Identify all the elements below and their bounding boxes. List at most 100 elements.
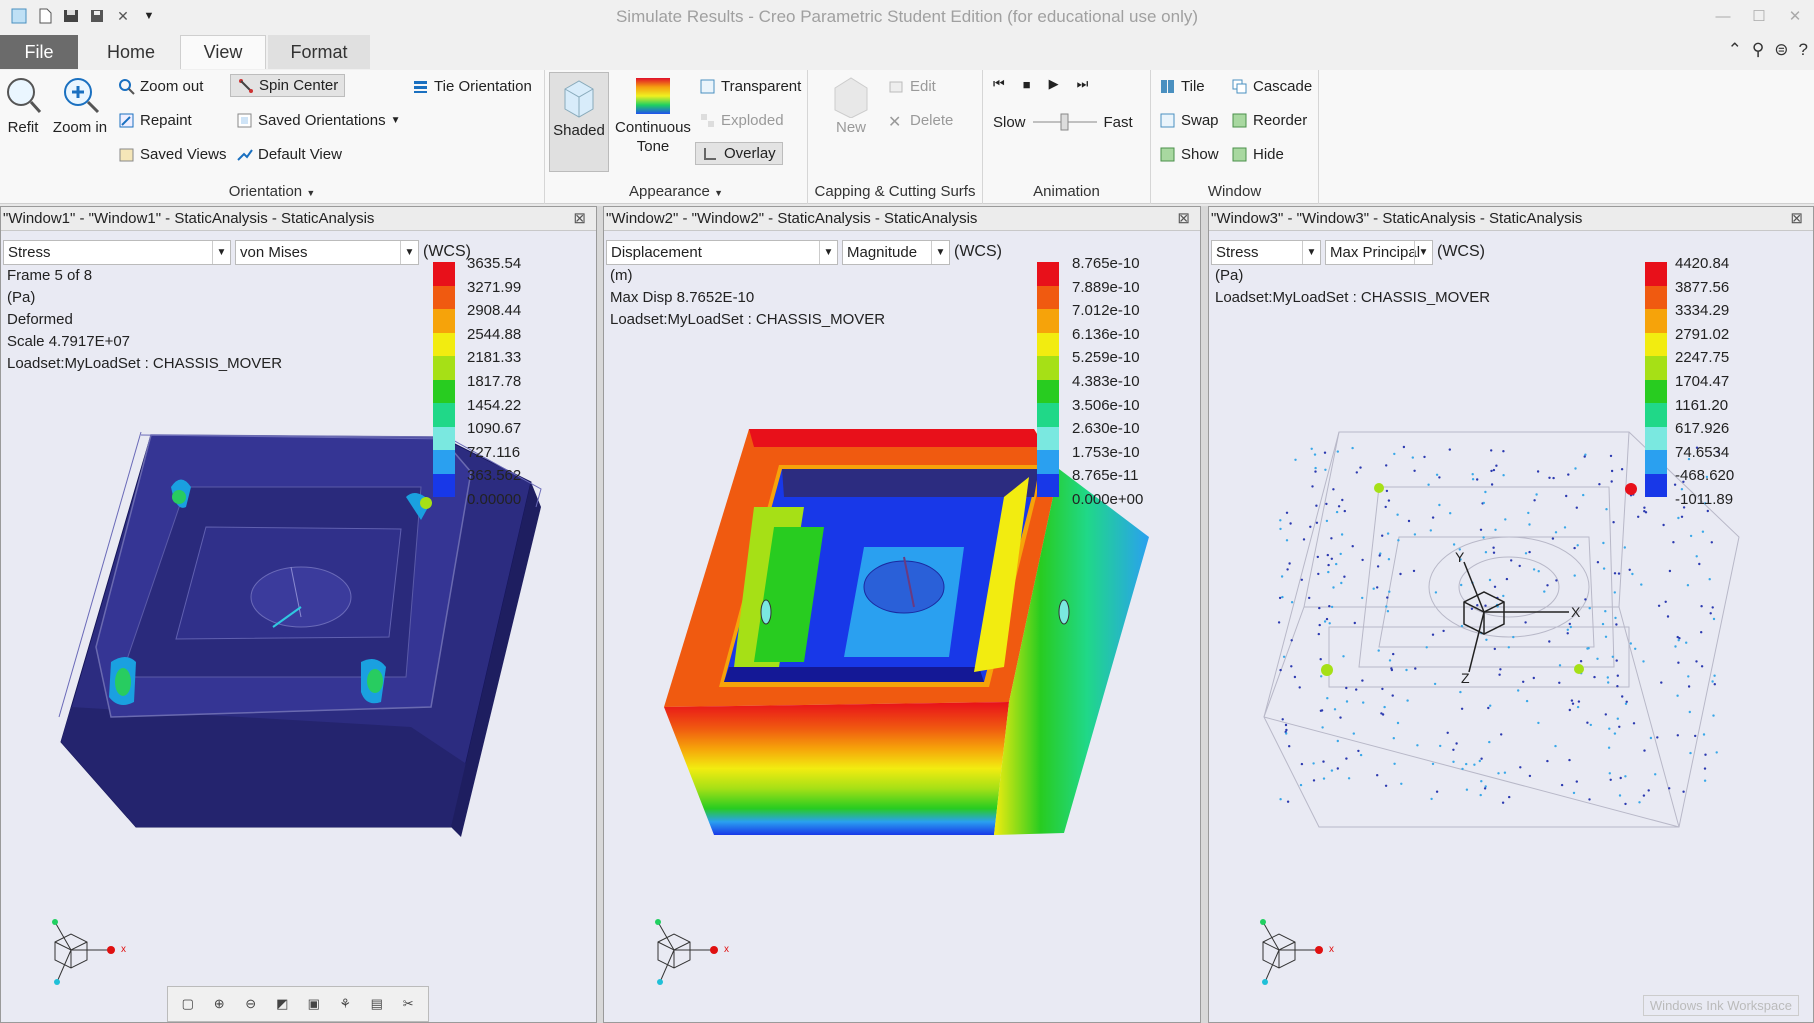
open-icon[interactable]	[60, 5, 82, 27]
saved-views-button[interactable]: Saved Views	[118, 146, 226, 163]
first-frame-icon[interactable]: ⏮	[993, 76, 1005, 91]
refit-button[interactable]: Refit	[4, 74, 42, 137]
window2-csys-triad: x	[655, 919, 729, 985]
window3-component-select[interactable]: Max Principal ▼	[1325, 240, 1433, 265]
delete-button[interactable]: ✕ Delete	[888, 112, 954, 131]
stress-dot	[1285, 511, 1289, 514]
spin-center-icon[interactable]: ✂	[402, 996, 414, 1011]
stress-dot	[1606, 676, 1609, 679]
legend-swatch	[433, 473, 455, 497]
spin-center-icon	[237, 77, 254, 94]
minimize-button[interactable]: —	[1715, 7, 1731, 25]
stress-dot	[1362, 701, 1365, 704]
saved-orientations-button[interactable]: Saved Orientations ▼	[236, 112, 400, 129]
refit-icon[interactable]: ▢	[181, 996, 194, 1011]
window1-component-select[interactable]: von Mises ▼	[235, 240, 419, 265]
result-window-2[interactable]: "Window2" - "Window2" - StaticAnalysis -…	[603, 206, 1201, 1023]
display-style-icon[interactable]: ▤	[370, 996, 383, 1011]
close-window-icon[interactable]: ✕	[117, 7, 129, 24]
tab-home[interactable]: Home	[106, 41, 155, 62]
stress-dot	[1713, 674, 1716, 677]
window2-quantity-select[interactable]: Displacement ▼	[606, 240, 838, 265]
appearance-group-label[interactable]: Appearance ▼	[629, 183, 723, 200]
stress-dot	[1438, 476, 1441, 479]
stress-dot	[1616, 674, 1619, 677]
spin-center-button[interactable]: Spin Center	[230, 74, 346, 97]
orientation-group-label[interactable]: Orientation ▼	[228, 183, 316, 200]
new-cap-icon	[834, 77, 868, 118]
zoom-out-icon[interactable]: ⊖	[245, 996, 257, 1011]
edit-button[interactable]: Edit	[888, 78, 936, 95]
search-icon[interactable]: ⚲	[1751, 40, 1765, 59]
speed-slider[interactable]: Slow Fast	[993, 112, 1133, 132]
stress-dot	[1668, 787, 1671, 790]
tile-button[interactable]: Tile	[1159, 78, 1205, 95]
exploded-button[interactable]: Exploded	[699, 112, 784, 129]
chevron-up-icon[interactable]: ⌃	[1727, 40, 1742, 59]
zoom-out-button[interactable]: Zoom out	[118, 78, 203, 95]
help-icon[interactable]: ?	[1798, 40, 1808, 59]
continuous-tone-button[interactable]: Continuous Tone	[613, 74, 693, 156]
last-frame-icon[interactable]: ⏭	[1076, 76, 1089, 91]
speed-slider-track[interactable]	[1031, 112, 1099, 132]
tie-orientation-button[interactable]: Tie Orientation	[412, 78, 532, 95]
customize-toolbar-icon[interactable]: ▼	[143, 10, 155, 22]
window3-close-icon[interactable]: ⊠	[1790, 210, 1803, 227]
stress-dot	[1700, 605, 1703, 608]
window3-principal-stress-model[interactable]: X Y Z	[1209, 207, 1814, 1023]
window1-quantity-select[interactable]: Stress ▼	[3, 240, 231, 265]
default-view-button[interactable]: Default View	[236, 146, 342, 163]
stress-dot	[1677, 661, 1680, 664]
swap-button[interactable]: Swap	[1159, 112, 1219, 129]
window1-close-icon[interactable]: ⊠	[573, 210, 586, 227]
continuous-tone-icon	[636, 78, 670, 114]
zoom-in-icon[interactable]: ⊕	[213, 996, 225, 1011]
stress-dot	[1640, 583, 1643, 586]
maximize-button[interactable]: ☐	[1752, 8, 1766, 25]
stress-dot	[1518, 564, 1521, 568]
stress-dot	[1543, 590, 1546, 593]
ink-workspace-button[interactable]: Windows Ink Workspace	[1642, 995, 1799, 1016]
stress-dot	[1423, 455, 1426, 459]
stress-dot	[1479, 793, 1482, 797]
community-icon[interactable]: ⊜	[1774, 40, 1789, 59]
tab-file[interactable]: File	[0, 35, 78, 69]
stress-dot	[1497, 772, 1500, 775]
hide-button[interactable]: Hide	[1231, 146, 1284, 163]
new-file-icon[interactable]	[34, 5, 56, 27]
window2-close-icon[interactable]: ⊠	[1177, 210, 1190, 227]
transparent-button[interactable]: Transparent	[699, 78, 801, 95]
tab-view[interactable]: View	[180, 35, 266, 69]
window3-quantity-select[interactable]: Stress ▼	[1211, 240, 1321, 265]
stress-dot	[1649, 736, 1653, 740]
repaint-icon[interactable]: ◩	[276, 996, 289, 1011]
tab-format[interactable]: Format	[268, 35, 370, 69]
result-window-1[interactable]: "Window1" - "Window1" - StaticAnalysis -…	[0, 206, 597, 1023]
stress-dot	[1313, 453, 1317, 456]
stress-dot	[1528, 550, 1531, 554]
results-workspace: "Window1" - "Window1" - StaticAnalysis -…	[0, 206, 1814, 1023]
window2-displacement-model[interactable]	[604, 207, 1201, 1023]
close-button[interactable]: ✕	[1788, 8, 1802, 25]
animation-group-label: Animation	[1033, 183, 1100, 200]
reorder-button[interactable]: Reorder	[1231, 112, 1307, 129]
overlay-button[interactable]: Overlay	[695, 142, 783, 165]
shaded-button[interactable]: Shaded	[549, 72, 609, 172]
new-button[interactable]: New	[826, 74, 876, 137]
zoom-in-button[interactable]: Zoom in	[50, 74, 110, 137]
cascade-button[interactable]: Cascade	[1231, 78, 1312, 95]
stop-icon[interactable]: ■	[1022, 76, 1031, 92]
show-button[interactable]: Show	[1159, 146, 1219, 163]
result-window-3[interactable]: "Window3" - "Window3" - StaticAnalysis -…	[1208, 206, 1814, 1023]
window1-stress-model[interactable]	[1, 207, 597, 1023]
play-icon[interactable]: ▶	[1048, 76, 1059, 91]
stress-dot	[1434, 591, 1438, 594]
stress-dot	[1343, 575, 1346, 578]
stress-dot	[1315, 504, 1318, 507]
view-manager-icon[interactable]: ⚘	[339, 996, 352, 1011]
stress-dot	[1446, 731, 1449, 734]
window2-component-select[interactable]: Magnitude ▼	[842, 240, 950, 265]
save-icon[interactable]	[86, 5, 108, 27]
saved-orientations-icon[interactable]: ▣	[307, 996, 320, 1011]
repaint-button[interactable]: Repaint	[118, 112, 192, 129]
